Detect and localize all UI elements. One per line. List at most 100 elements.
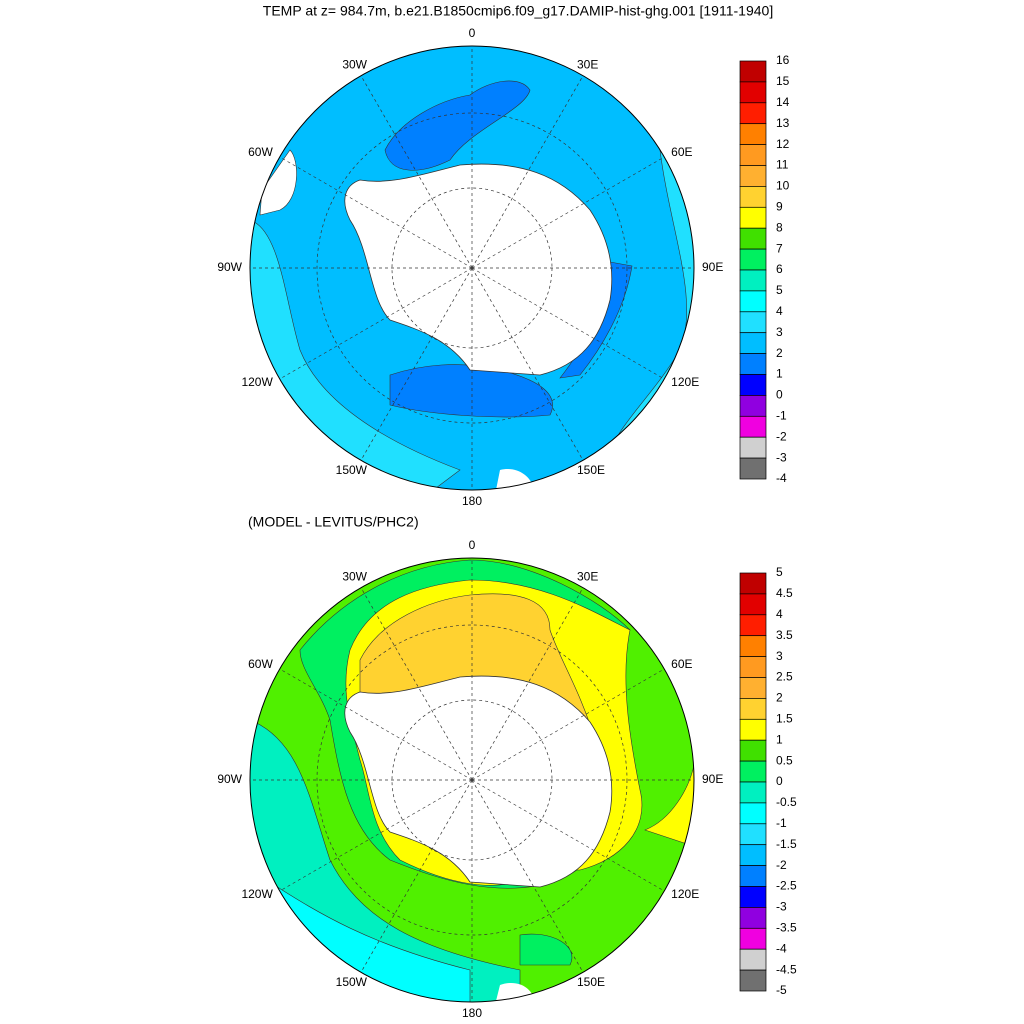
colorbar-label: 10 xyxy=(776,179,790,193)
longitude-label: 150E xyxy=(577,975,605,989)
colorbar-label: -2 xyxy=(776,429,787,443)
colorbar-label: -2.5 xyxy=(776,879,797,893)
colorbar-label: 7 xyxy=(776,241,783,255)
colorbar-label: 2 xyxy=(776,346,783,360)
colorbar-label: -3 xyxy=(776,450,787,464)
colorbar-box xyxy=(739,969,767,992)
longitude-label: 60W xyxy=(248,657,273,671)
colorbar-label: 3 xyxy=(776,325,783,339)
colorbar-label: -0.5 xyxy=(776,795,797,809)
longitude-label: 30E xyxy=(577,570,598,584)
colorbar-box xyxy=(739,206,767,229)
colorbar-box xyxy=(739,614,767,637)
meridian xyxy=(471,75,584,269)
colorbar-box xyxy=(739,635,767,657)
colorbar-box xyxy=(739,677,767,699)
colorbar-box xyxy=(739,698,767,720)
colorbar-box xyxy=(739,436,767,459)
meridian xyxy=(360,267,473,461)
colorbar-label: 16 xyxy=(776,53,790,67)
colorbar-label: -1 xyxy=(776,408,787,422)
longitude-label: 90W xyxy=(217,772,242,786)
longitude-label: 180 xyxy=(462,494,482,508)
colorbar-label: 0 xyxy=(776,388,783,402)
colorbar-label: 12 xyxy=(776,137,790,151)
meridian xyxy=(471,156,665,269)
colorbar-box xyxy=(739,802,767,825)
colorbar-box xyxy=(739,927,767,950)
colorbar-box xyxy=(739,186,767,208)
colorbar-label: 11 xyxy=(776,158,789,172)
colorbar-box xyxy=(739,781,767,804)
subtitle: (MODEL - LEVITUS/PHC2) xyxy=(248,514,419,530)
colorbar-label: 3 xyxy=(776,649,783,663)
colorbar-box xyxy=(739,395,767,417)
colorbar-label: -1.5 xyxy=(776,837,797,851)
colorbar-box xyxy=(739,865,767,887)
longitude-label: 30E xyxy=(577,58,598,72)
colorbar-box xyxy=(739,227,767,250)
longitude-label: 120W xyxy=(241,375,273,389)
colorbar-label: -3.5 xyxy=(776,920,797,934)
longitude-label: 60E xyxy=(671,145,692,159)
meridian xyxy=(471,267,665,380)
colorbar-label: 13 xyxy=(776,116,790,130)
meridian xyxy=(360,779,473,973)
colorbar-label: 4 xyxy=(776,607,783,621)
longitude-label: 90E xyxy=(702,772,723,786)
colorbar-label: -5 xyxy=(776,983,787,997)
colorbar-label: 4.5 xyxy=(776,586,793,600)
colorbar-label: -1 xyxy=(776,816,787,830)
longitude-label: 180 xyxy=(462,1006,482,1020)
colorbar-label: -4.5 xyxy=(776,962,797,976)
longitude-label: 90W xyxy=(217,260,242,274)
colorbar-box xyxy=(739,353,767,375)
colorbar-label: 1 xyxy=(776,367,783,381)
meridian xyxy=(471,587,584,781)
longitude-label: 120W xyxy=(241,887,273,901)
colorbar-box xyxy=(739,374,767,396)
meridian xyxy=(471,779,665,892)
longitude-label: 150W xyxy=(336,463,368,477)
colorbar-label: 4 xyxy=(776,304,783,318)
colorbar-box xyxy=(739,760,767,783)
colorbar-box xyxy=(739,593,767,616)
colorbar-box xyxy=(739,656,767,678)
colorbar-box xyxy=(739,81,767,104)
longitude-label: 30W xyxy=(342,58,367,72)
meridian xyxy=(471,267,584,461)
colorbar-box xyxy=(739,823,767,846)
colorbar-box xyxy=(739,572,767,595)
colorbar-box xyxy=(739,144,767,166)
colorbar-label: 6 xyxy=(776,262,783,276)
colorbar-box xyxy=(739,886,767,908)
colorbar-box xyxy=(739,60,767,83)
map-border xyxy=(249,557,695,1003)
colorbar-box xyxy=(739,718,767,741)
longitude-label: 30W xyxy=(342,570,367,584)
colorbar-box xyxy=(739,165,767,187)
colorbar-box xyxy=(739,948,767,971)
colorbar-label: -3 xyxy=(776,900,787,914)
meridian xyxy=(360,75,473,269)
colorbar-box xyxy=(739,269,767,292)
colorbar-box xyxy=(739,102,767,125)
colorbar-box xyxy=(739,290,767,313)
longitude-label: 60W xyxy=(248,145,273,159)
colorbar-label: 0.5 xyxy=(776,753,793,767)
colorbar-label: 8 xyxy=(776,220,783,234)
colorbar-label: 1 xyxy=(776,732,783,746)
colorbar-box xyxy=(739,457,767,480)
meridian xyxy=(279,779,473,892)
map-bottom xyxy=(250,558,694,1002)
colorbar-label: 2 xyxy=(776,691,783,705)
colorbar-label: 0 xyxy=(776,774,783,788)
longitude-label: 120E xyxy=(671,375,699,389)
colorbar-label: -4 xyxy=(776,471,787,485)
colorbar-label: 5 xyxy=(776,565,783,579)
meridian xyxy=(279,267,473,380)
colorbar-label: 14 xyxy=(776,95,790,109)
title: TEMP at z= 984.7m, b.e21.B1850cmip6.f09_… xyxy=(263,3,773,19)
colorbar-label: 3.5 xyxy=(776,628,793,642)
longitude-label: 150E xyxy=(577,463,605,477)
